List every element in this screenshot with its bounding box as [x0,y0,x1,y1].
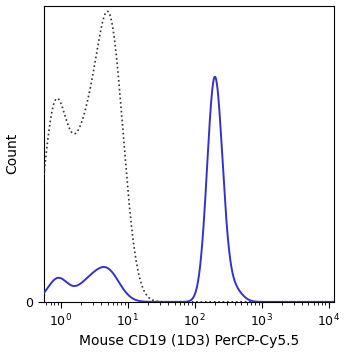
X-axis label: Mouse CD19 (1D3) PerCP-Cy5.5: Mouse CD19 (1D3) PerCP-Cy5.5 [79,335,299,348]
Y-axis label: Count: Count [6,133,20,174]
